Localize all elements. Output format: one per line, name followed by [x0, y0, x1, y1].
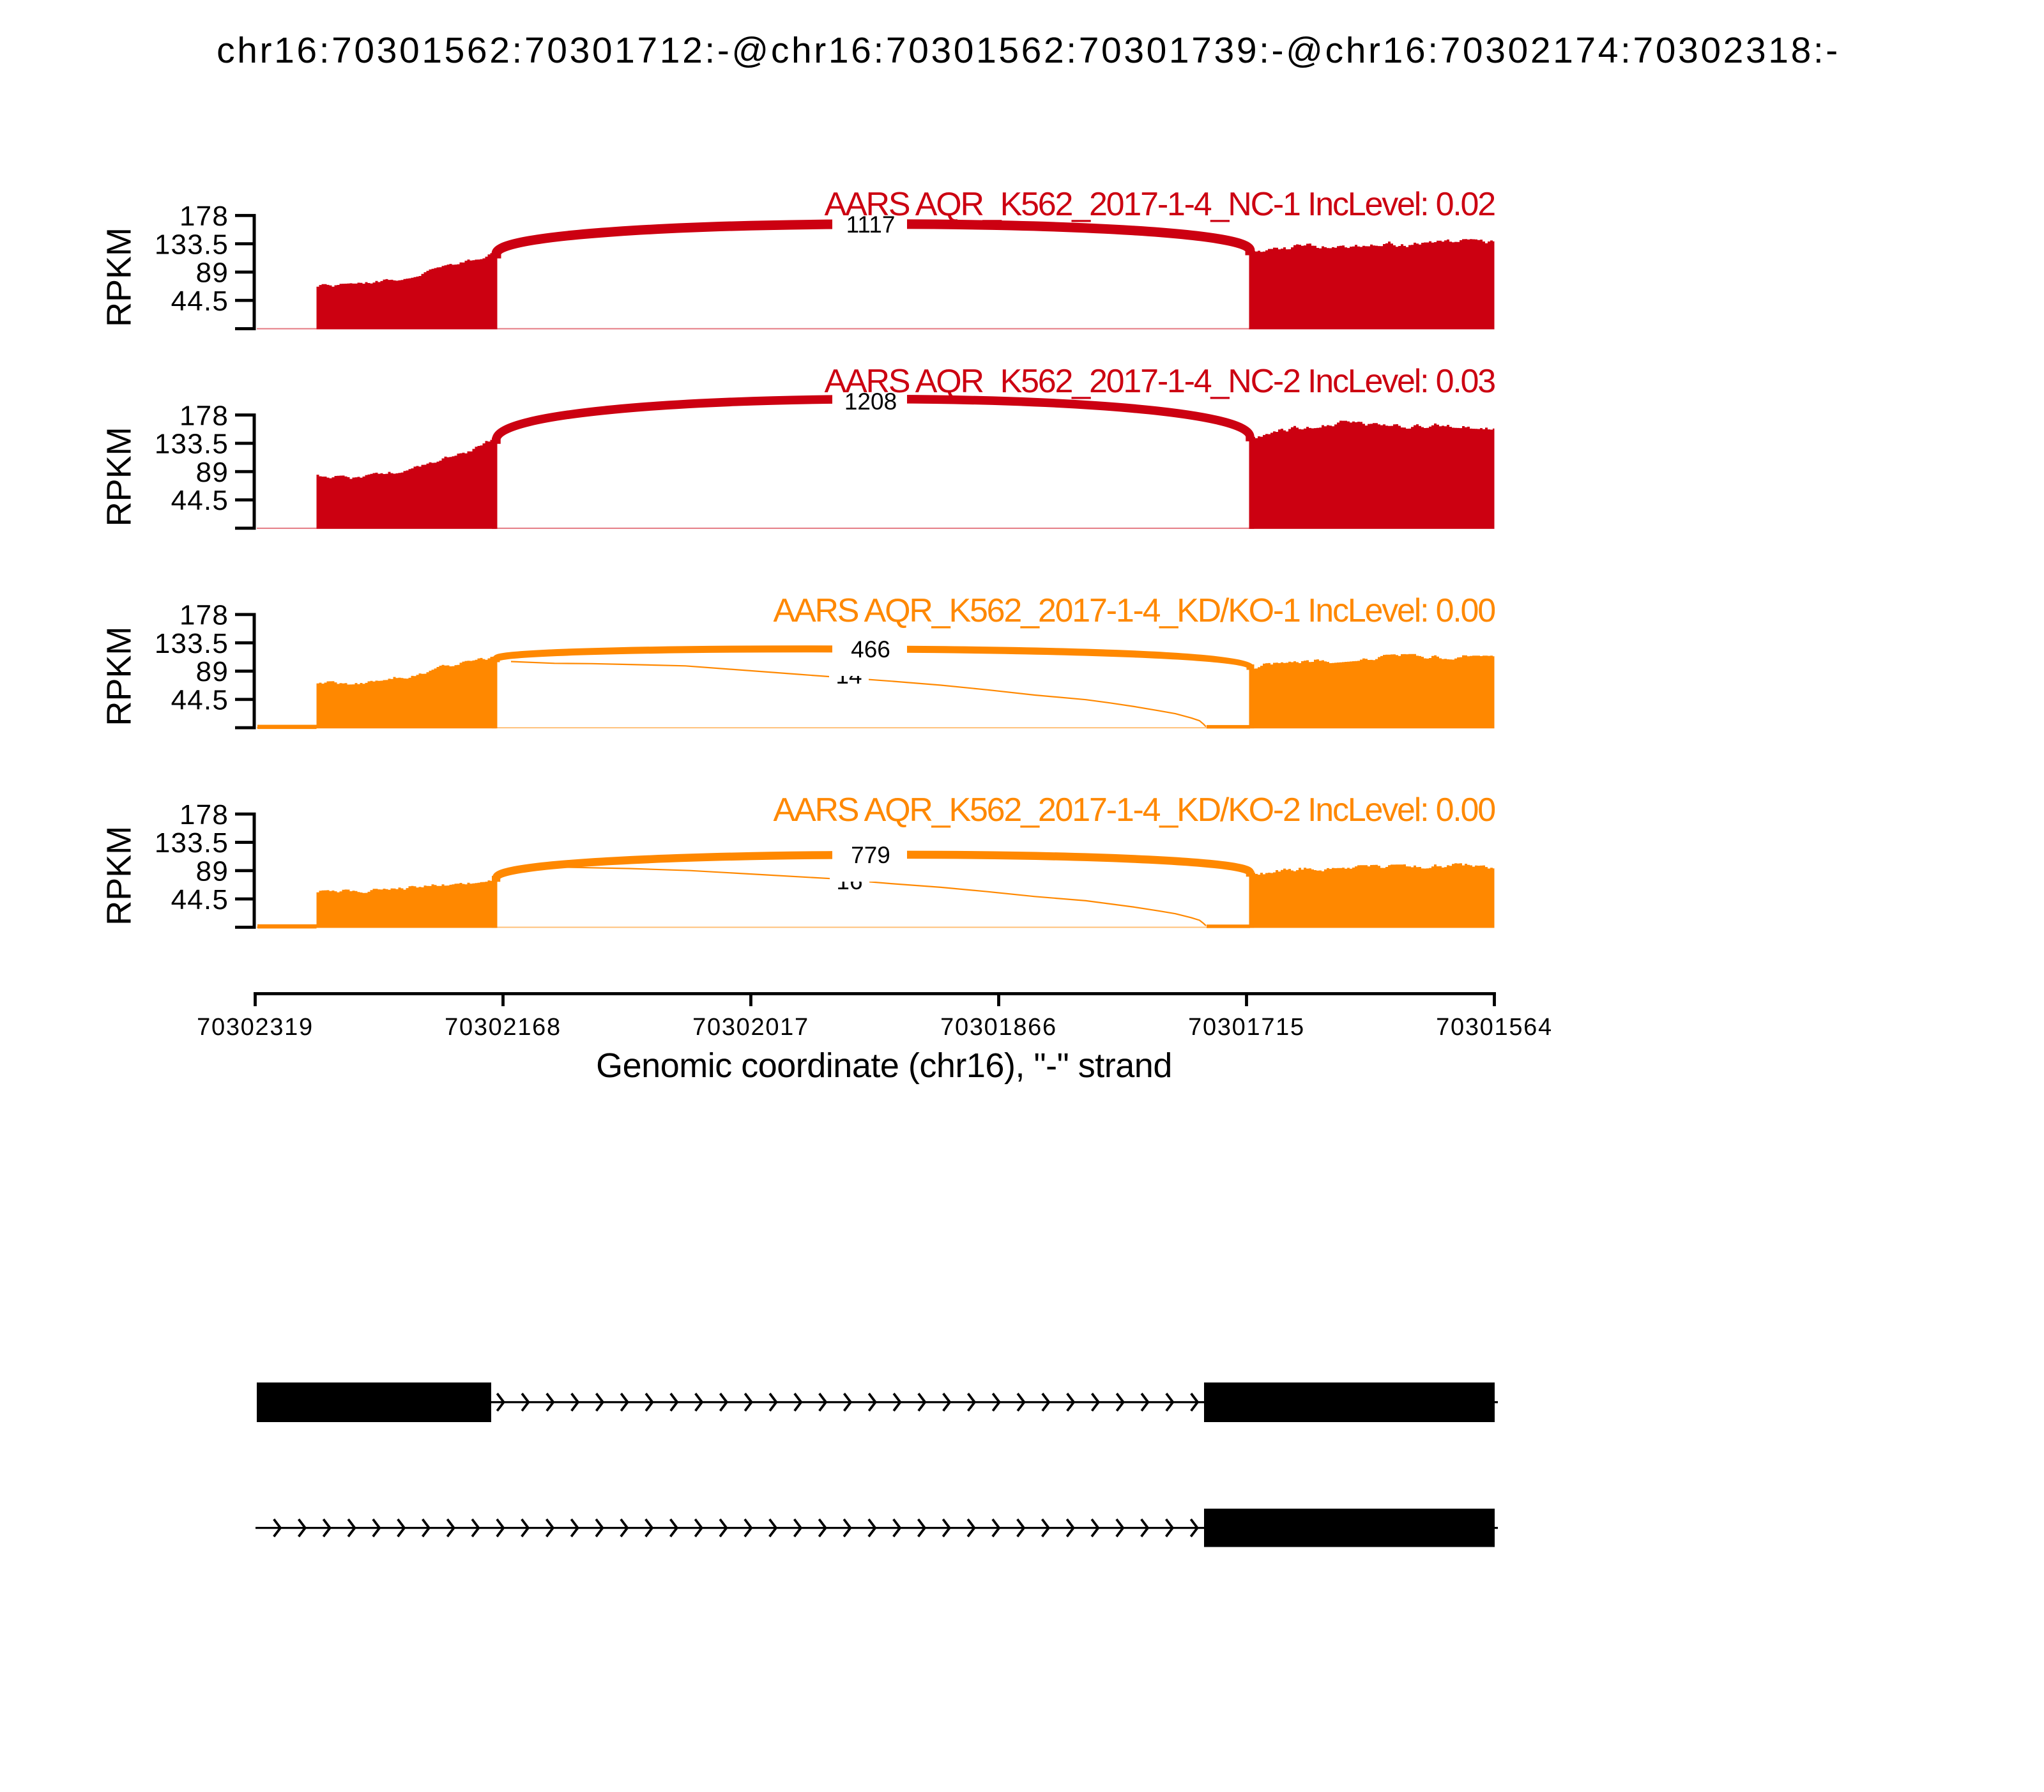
svg-text:RPKM: RPKM [100, 626, 139, 726]
svg-text:89: 89 [196, 656, 229, 687]
svg-text:133.5: 133.5 [155, 229, 229, 260]
svg-text:AARS AQR_K562_2017-1-4_NC-2 In: AARS AQR_K562_2017-1-4_NC-2 IncLevel: 0.… [825, 363, 1495, 400]
svg-text:133.5: 133.5 [155, 628, 229, 659]
svg-text:178: 178 [179, 799, 229, 831]
svg-text:133.5: 133.5 [155, 429, 229, 460]
svg-text:70301866: 70301866 [940, 1014, 1057, 1041]
svg-text:466: 466 [851, 636, 890, 662]
svg-text:chr16:70301562:70301712:-@chr1: chr16:70301562:70301712:-@chr16:70301562… [217, 30, 1840, 71]
svg-text:1117: 1117 [846, 211, 896, 238]
svg-text:178: 178 [179, 201, 229, 232]
svg-text:RPKM: RPKM [100, 427, 139, 526]
svg-text:44.5: 44.5 [171, 286, 229, 317]
svg-text:AARS AQR_K562_2017-1-4_KD/KO-1: AARS AQR_K562_2017-1-4_KD/KO-1 IncLevel:… [773, 592, 1495, 629]
svg-text:70301564: 70301564 [1436, 1014, 1553, 1041]
svg-text:70301715: 70301715 [1188, 1014, 1305, 1041]
svg-text:70302168: 70302168 [445, 1014, 561, 1041]
svg-text:Genomic coordinate (chr16), "-: Genomic coordinate (chr16), "-" strand [596, 1046, 1172, 1085]
svg-text:89: 89 [196, 457, 229, 488]
svg-text:44.5: 44.5 [171, 485, 229, 516]
svg-text:178: 178 [179, 400, 229, 431]
svg-text:44.5: 44.5 [171, 884, 229, 915]
svg-text:70302319: 70302319 [197, 1014, 314, 1041]
svg-text:AARS AQR_K562_2017-1-4_KD/KO-2: AARS AQR_K562_2017-1-4_KD/KO-2 IncLevel:… [773, 792, 1495, 829]
svg-text:RPKM: RPKM [100, 227, 139, 327]
svg-text:89: 89 [196, 856, 229, 887]
svg-text:779: 779 [851, 842, 890, 868]
svg-text:RPKM: RPKM [100, 826, 139, 926]
svg-text:70302017: 70302017 [692, 1014, 809, 1041]
svg-text:178: 178 [179, 600, 229, 631]
svg-text:AARS AQR_K562_2017-1-4_NC-1 In: AARS AQR_K562_2017-1-4_NC-1 IncLevel: 0.… [825, 186, 1495, 223]
svg-text:89: 89 [196, 257, 229, 289]
svg-text:133.5: 133.5 [155, 827, 229, 859]
svg-text:44.5: 44.5 [171, 685, 229, 716]
svg-text:1208: 1208 [844, 388, 897, 415]
